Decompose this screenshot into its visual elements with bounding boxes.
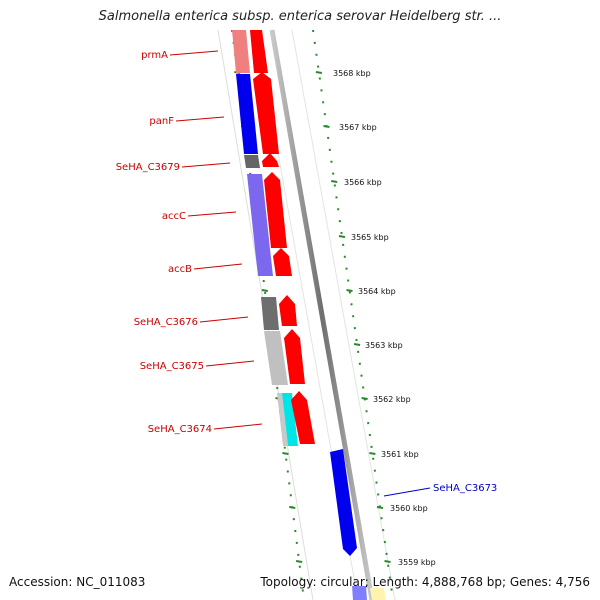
accC-leader	[187, 211, 237, 217]
major-tick	[289, 506, 296, 509]
SeHA_C3679-cds-arrow	[262, 153, 279, 167]
SeHA_C3675-feature-block	[264, 331, 288, 385]
panF-feature-block	[236, 74, 258, 154]
right-guide-line	[291, 29, 396, 600]
genome-summary-text: Topology: circular; Length: 4,888,768 bp…	[260, 575, 590, 589]
major-tick	[346, 289, 353, 292]
SeHA_C3674-leader	[213, 423, 263, 430]
scale-labels: 3568 kbp 3567 kbp 3566 kbp 3565 kbp 3564…	[333, 69, 436, 567]
scale-label: 3566 kbp	[344, 178, 382, 187]
scale-label: 3567 kbp	[339, 123, 377, 132]
SeHA_C3676-feature-block	[261, 297, 279, 330]
next-cds-block	[370, 588, 386, 600]
right-major-ticks	[315, 71, 391, 563]
major-tick	[295, 560, 303, 563]
panF-cds-arrow	[253, 72, 279, 154]
scale-label: 3565 kbp	[351, 233, 389, 242]
accC-cds-arrow	[264, 172, 287, 248]
leader-lines	[169, 50, 431, 497]
major-tick	[282, 452, 289, 455]
right-tick-ring	[312, 29, 394, 600]
major-tick	[315, 71, 323, 74]
gene-label-prmA: prmA	[141, 50, 168, 61]
gene-label-SeHA_C3674: SeHA_C3674	[148, 424, 212, 435]
gene-label-SeHA_C3675: SeHA_C3675	[140, 361, 204, 372]
major-tick	[323, 125, 330, 128]
SeHA_C3674-feature-block-grey	[277, 393, 288, 446]
SeHA_C3673-cds-arrow	[330, 449, 357, 556]
gene-label-SeHA_C3679: SeHA_C3679	[116, 162, 180, 173]
scale-label: 3564 kbp	[358, 287, 396, 296]
accB-feature-block	[255, 249, 273, 276]
major-tick	[369, 452, 376, 455]
accB-leader	[193, 263, 243, 270]
major-tick	[353, 343, 361, 346]
prmA-cds-arrow	[250, 30, 268, 73]
SeHA_C3675-leader	[205, 360, 255, 367]
SeHA_C3676-leader	[199, 316, 249, 323]
SeHA_C3674-feature-block-cyan	[282, 393, 298, 446]
genome-backbone	[269, 29, 375, 600]
map-title: Salmonella enterica subsp. enterica sero…	[98, 9, 502, 24]
gene-labels: prmA panF SeHA_C3679 accC accB SeHA_C367…	[116, 50, 498, 494]
cds-arrows	[250, 30, 386, 600]
major-tick	[384, 560, 391, 563]
scale-label: 3562 kbp	[373, 395, 411, 404]
prmA-leader	[169, 50, 219, 56]
major-tick	[338, 235, 346, 238]
scale-label: 3559 kbp	[398, 558, 436, 567]
major-tick	[331, 180, 338, 183]
next-feature-block	[352, 586, 367, 600]
gene-label-SeHA_C3676: SeHA_C3676	[134, 317, 198, 328]
accC-feature-block	[247, 174, 270, 249]
SeHA_C3676-cds-arrow	[279, 295, 297, 326]
prmA-feature-block	[232, 30, 250, 73]
gene-label-accB: accB	[168, 264, 192, 275]
SeHA_C3673-leader	[383, 487, 431, 497]
scale-label: 3563 kbp	[365, 341, 403, 350]
accession-text: Accession: NC_011083	[9, 575, 146, 589]
major-tick	[361, 397, 368, 400]
major-tick	[376, 506, 384, 509]
scale-label: 3561 kbp	[381, 450, 419, 459]
major-tick	[261, 289, 269, 292]
scale-label: 3568 kbp	[333, 69, 371, 78]
gene-label-accC: accC	[162, 211, 186, 222]
SeHA_C3679-leader	[181, 162, 231, 168]
panF-leader	[175, 116, 225, 122]
SeHA_C3675-cds-arrow	[284, 329, 305, 384]
scale-label: 3560 kbp	[390, 504, 428, 513]
SeHA_C3679-feature-block	[244, 155, 260, 168]
gene-label-panF: panF	[149, 116, 174, 127]
accB-cds-arrow	[273, 248, 292, 276]
gene-label-SeHA_C3673: SeHA_C3673	[433, 483, 497, 494]
feature-blocks	[232, 30, 367, 600]
SeHA_C3674-cds-arrow	[291, 391, 315, 444]
